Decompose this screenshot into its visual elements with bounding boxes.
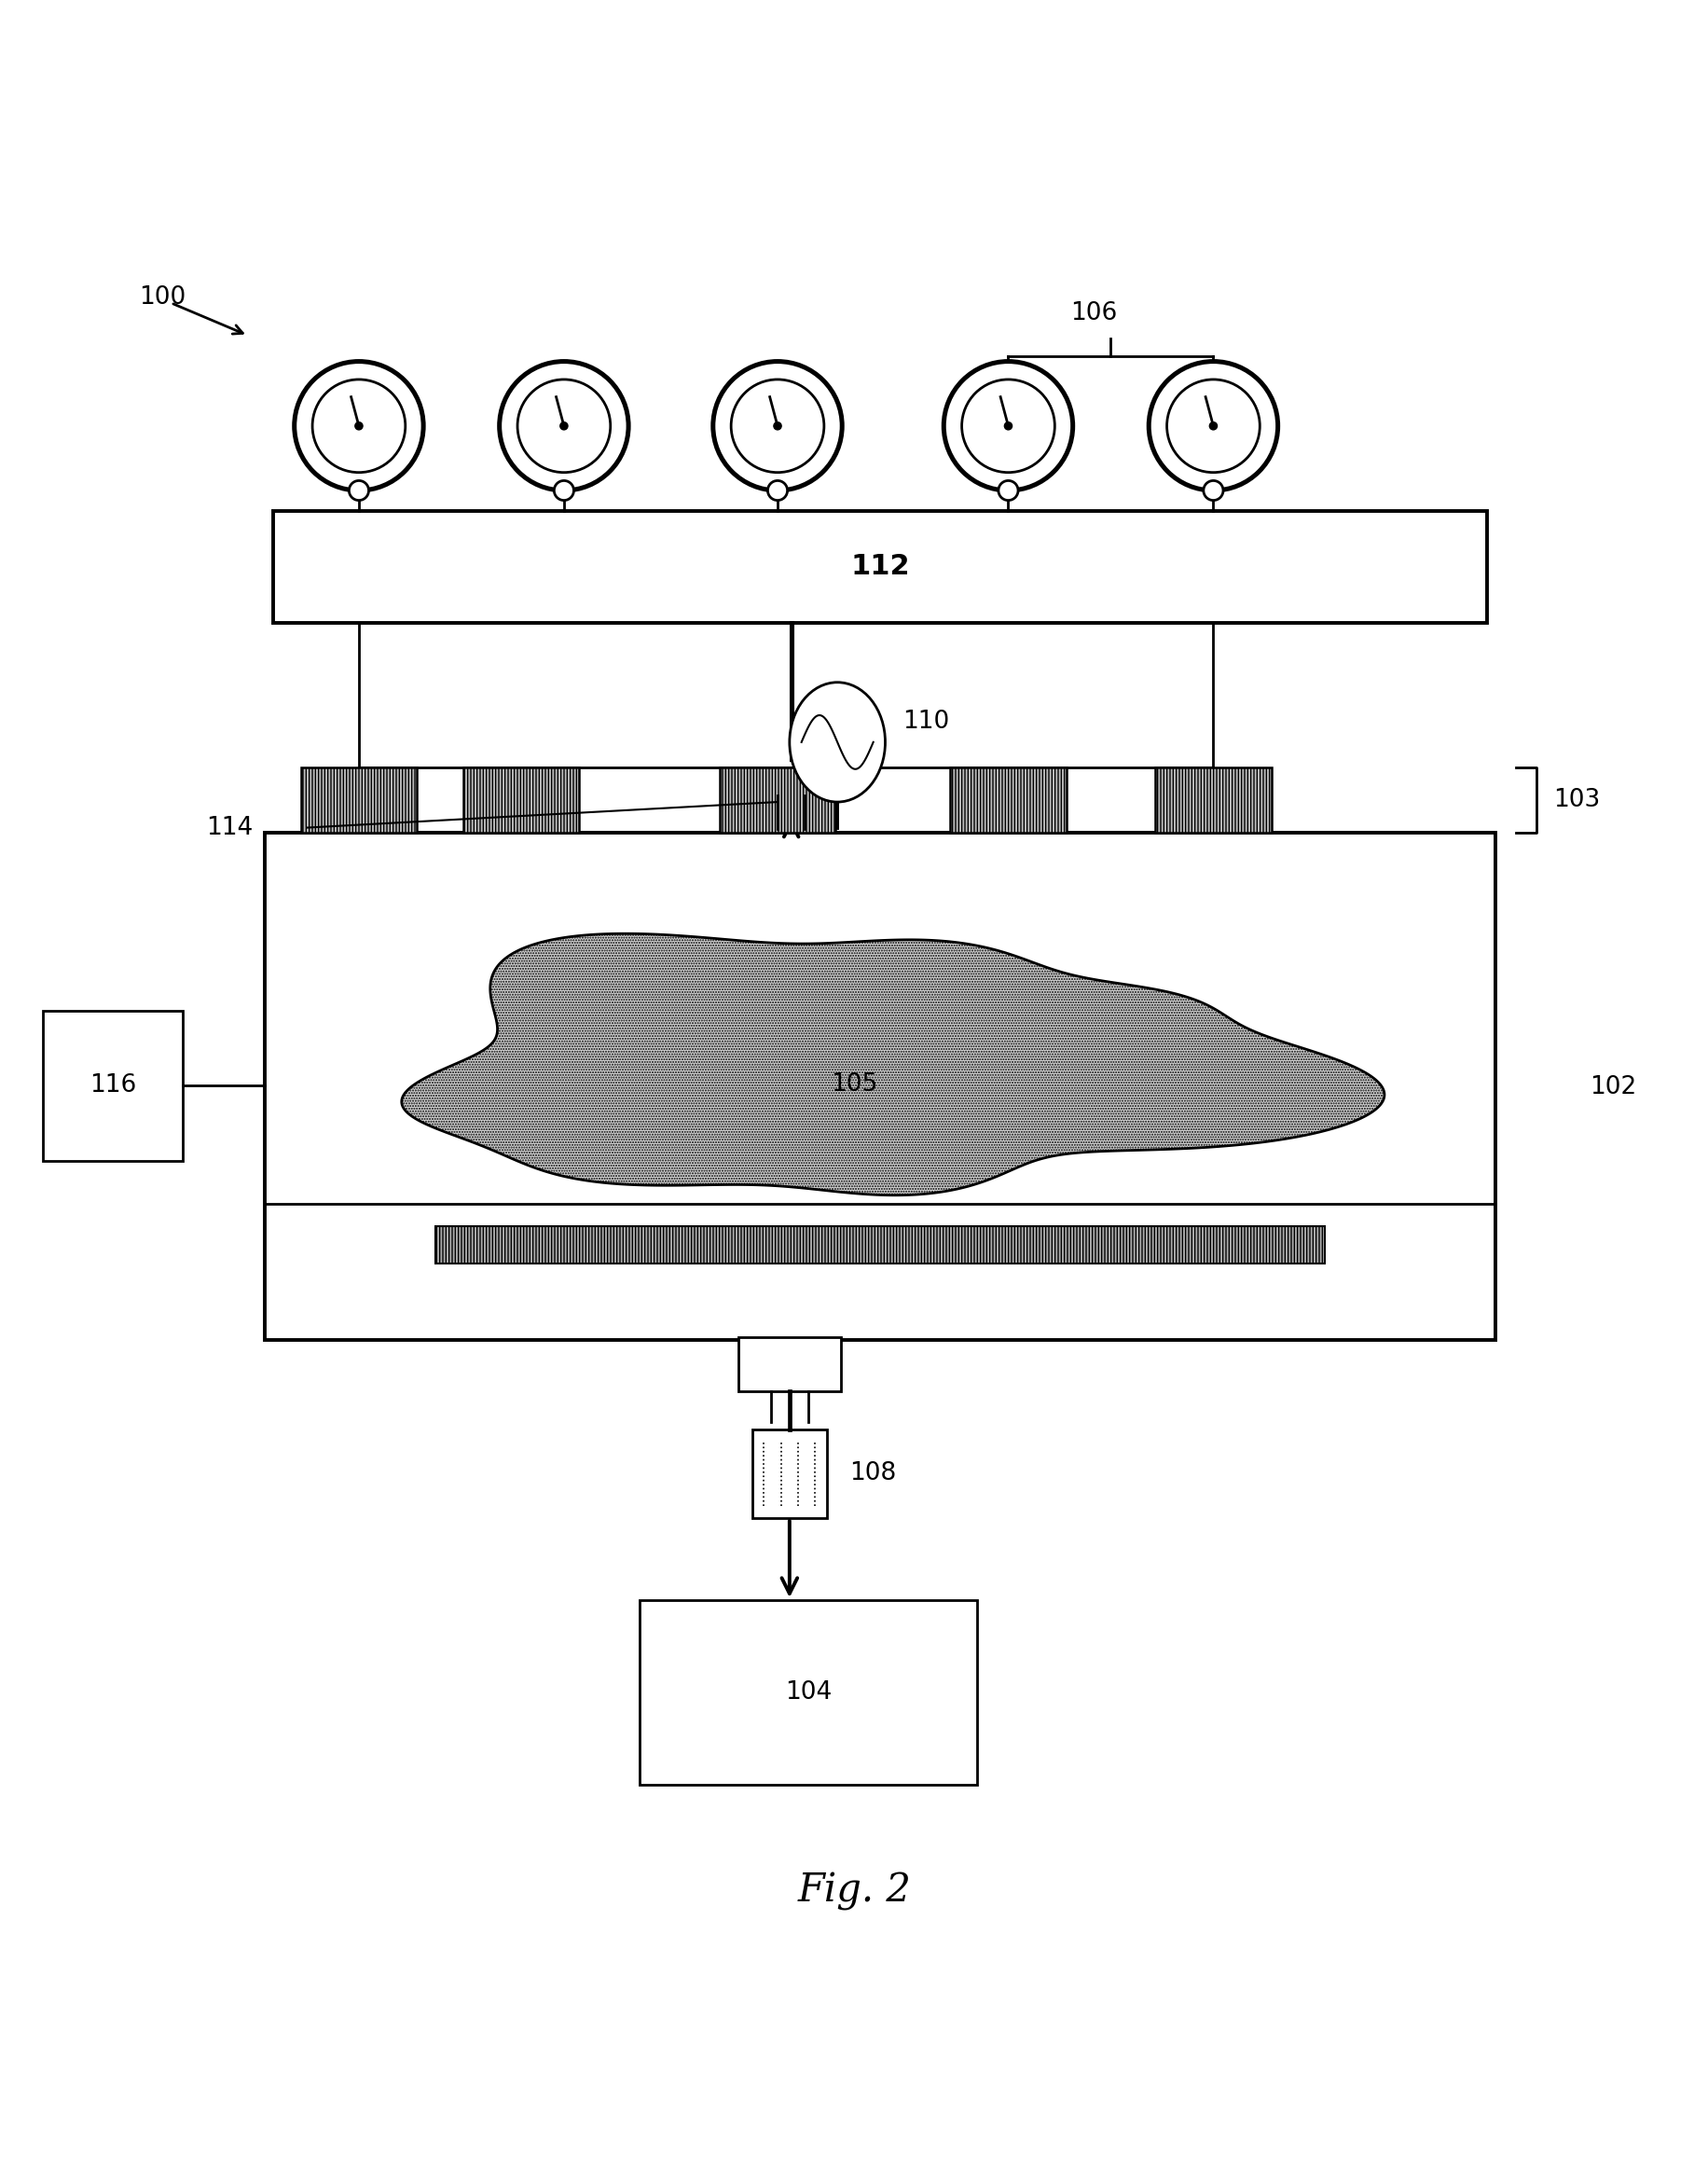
Bar (43, 1010, 183, 1160)
Text: 110: 110 (902, 709, 948, 733)
Circle shape (518, 379, 610, 473)
Circle shape (1148, 362, 1278, 490)
Text: 112: 112 (851, 553, 909, 579)
Text: 108: 108 (849, 1461, 895, 1485)
Circle shape (1167, 379, 1259, 473)
Text: 100: 100 (138, 286, 186, 310)
Text: 104: 104 (784, 1680, 832, 1704)
Bar (463, 767, 579, 833)
Text: 116: 116 (89, 1073, 137, 1097)
Bar (738, 1338, 840, 1392)
Circle shape (997, 481, 1018, 501)
Circle shape (712, 362, 842, 490)
Circle shape (499, 362, 629, 490)
Circle shape (294, 362, 424, 490)
Bar (301, 767, 417, 833)
Polygon shape (401, 934, 1383, 1195)
Bar (752, 1429, 827, 1518)
Circle shape (560, 423, 567, 429)
Circle shape (731, 379, 823, 473)
Circle shape (355, 423, 362, 429)
Bar (950, 767, 1066, 833)
Text: 106: 106 (1069, 301, 1117, 325)
Bar (273, 512, 1486, 622)
Circle shape (943, 362, 1073, 490)
Bar (639, 1600, 977, 1784)
Text: 102: 102 (1588, 1075, 1635, 1099)
Text: 105: 105 (830, 1071, 878, 1097)
Circle shape (767, 481, 787, 501)
Text: Fig. 2: Fig. 2 (798, 1871, 910, 1910)
Text: 103: 103 (1553, 789, 1599, 813)
Circle shape (774, 423, 781, 429)
Bar (436, 1225, 1324, 1264)
Bar (265, 833, 1494, 1340)
Circle shape (348, 481, 369, 501)
Circle shape (1202, 481, 1223, 501)
Bar (719, 767, 835, 833)
Ellipse shape (789, 683, 885, 802)
Circle shape (553, 481, 574, 501)
Circle shape (1209, 423, 1216, 429)
Bar (1155, 767, 1271, 833)
Text: 114: 114 (207, 815, 253, 839)
Circle shape (1004, 423, 1011, 429)
Circle shape (313, 379, 405, 473)
Circle shape (962, 379, 1054, 473)
